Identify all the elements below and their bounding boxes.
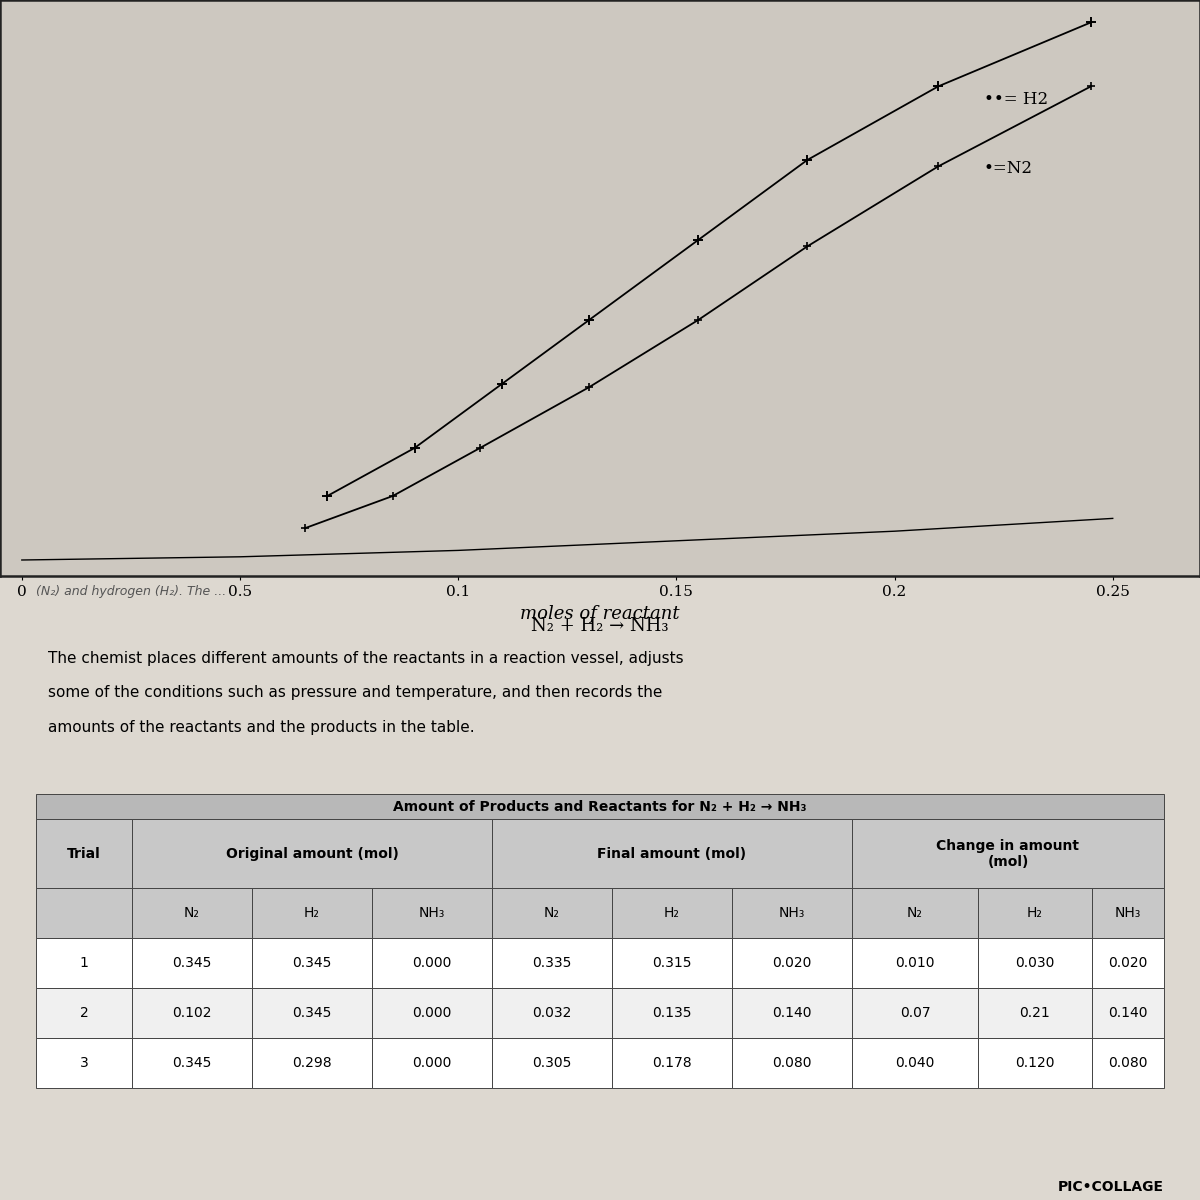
- FancyBboxPatch shape: [36, 938, 132, 988]
- FancyBboxPatch shape: [732, 938, 852, 988]
- FancyBboxPatch shape: [36, 988, 132, 1038]
- Text: 0.305: 0.305: [533, 1056, 571, 1069]
- Text: 2: 2: [79, 1006, 89, 1020]
- FancyBboxPatch shape: [612, 988, 732, 1038]
- Text: PIC•COLLAGE: PIC•COLLAGE: [1058, 1180, 1164, 1194]
- Text: 0.080: 0.080: [773, 1056, 811, 1069]
- FancyBboxPatch shape: [978, 1038, 1092, 1087]
- Text: ••= H2: ••= H2: [984, 91, 1048, 108]
- FancyBboxPatch shape: [732, 888, 852, 938]
- FancyBboxPatch shape: [1092, 888, 1164, 938]
- Text: N₂: N₂: [184, 906, 200, 920]
- Text: 3: 3: [79, 1056, 89, 1069]
- Text: 0.21: 0.21: [1020, 1006, 1050, 1020]
- Text: 0.000: 0.000: [413, 1056, 451, 1069]
- FancyBboxPatch shape: [612, 1038, 732, 1087]
- Text: 0.102: 0.102: [173, 1006, 211, 1020]
- Text: 0.120: 0.120: [1015, 1056, 1055, 1069]
- FancyBboxPatch shape: [492, 888, 612, 938]
- FancyBboxPatch shape: [372, 888, 492, 938]
- FancyBboxPatch shape: [372, 988, 492, 1038]
- FancyBboxPatch shape: [132, 820, 492, 888]
- FancyBboxPatch shape: [1092, 1038, 1164, 1087]
- FancyBboxPatch shape: [852, 988, 978, 1038]
- Text: 0.298: 0.298: [292, 1056, 332, 1069]
- Text: Trial: Trial: [67, 847, 101, 860]
- FancyBboxPatch shape: [612, 938, 732, 988]
- FancyBboxPatch shape: [36, 1038, 132, 1087]
- Text: 0.178: 0.178: [652, 1056, 692, 1069]
- FancyBboxPatch shape: [132, 888, 252, 938]
- Text: 0.345: 0.345: [173, 956, 211, 970]
- FancyBboxPatch shape: [36, 888, 132, 938]
- Text: 0.030: 0.030: [1015, 956, 1055, 970]
- FancyBboxPatch shape: [852, 820, 1164, 888]
- Text: some of the conditions such as pressure and temperature, and then records the: some of the conditions such as pressure …: [48, 685, 662, 701]
- FancyBboxPatch shape: [612, 888, 732, 938]
- Text: Original amount (mol): Original amount (mol): [226, 847, 398, 860]
- FancyBboxPatch shape: [132, 1038, 252, 1087]
- Text: H₂: H₂: [1027, 906, 1043, 920]
- Text: H₂: H₂: [664, 906, 680, 920]
- FancyBboxPatch shape: [252, 988, 372, 1038]
- Text: 0.000: 0.000: [413, 956, 451, 970]
- FancyBboxPatch shape: [1092, 988, 1164, 1038]
- Text: 0.07: 0.07: [900, 1006, 930, 1020]
- Text: 0.020: 0.020: [1109, 956, 1147, 970]
- FancyBboxPatch shape: [492, 820, 852, 888]
- Text: 0.140: 0.140: [1109, 1006, 1147, 1020]
- FancyBboxPatch shape: [252, 938, 372, 988]
- Text: N₂: N₂: [544, 906, 560, 920]
- Text: NH₃: NH₃: [1115, 906, 1141, 920]
- Text: 0.315: 0.315: [653, 956, 691, 970]
- FancyBboxPatch shape: [852, 1038, 978, 1087]
- Text: 0.335: 0.335: [533, 956, 571, 970]
- FancyBboxPatch shape: [978, 888, 1092, 938]
- Text: 1: 1: [79, 956, 89, 970]
- FancyBboxPatch shape: [132, 988, 252, 1038]
- Text: 0.345: 0.345: [173, 1056, 211, 1069]
- Text: 0.020: 0.020: [773, 956, 811, 970]
- Text: H₂: H₂: [304, 906, 320, 920]
- FancyBboxPatch shape: [852, 938, 978, 988]
- Text: 0.345: 0.345: [293, 1006, 331, 1020]
- Text: Change in amount
(mol): Change in amount (mol): [936, 839, 1080, 869]
- FancyBboxPatch shape: [732, 988, 852, 1038]
- Text: 0.010: 0.010: [895, 956, 935, 970]
- Text: Final amount (mol): Final amount (mol): [598, 847, 746, 860]
- FancyBboxPatch shape: [492, 1038, 612, 1087]
- Text: amounts of the reactants and the products in the table.: amounts of the reactants and the product…: [48, 720, 475, 734]
- Text: NH₃: NH₃: [419, 906, 445, 920]
- FancyBboxPatch shape: [978, 938, 1092, 988]
- Text: 0.140: 0.140: [773, 1006, 811, 1020]
- Text: Amount of Products and Reactants for N₂ + H₂ → NH₃: Amount of Products and Reactants for N₂ …: [394, 800, 806, 814]
- FancyBboxPatch shape: [732, 1038, 852, 1087]
- FancyBboxPatch shape: [36, 820, 132, 888]
- FancyBboxPatch shape: [372, 938, 492, 988]
- FancyBboxPatch shape: [252, 1038, 372, 1087]
- Text: 0.135: 0.135: [653, 1006, 691, 1020]
- Text: N₂ + H₂ → NH₃: N₂ + H₂ → NH₃: [532, 617, 668, 635]
- Text: •=N2: •=N2: [984, 160, 1033, 176]
- FancyBboxPatch shape: [132, 938, 252, 988]
- Text: N₂: N₂: [907, 906, 923, 920]
- X-axis label: moles of reactant: moles of reactant: [520, 605, 680, 623]
- Text: The chemist places different amounts of the reactants in a reaction vessel, adju: The chemist places different amounts of …: [48, 650, 684, 666]
- Text: 0.032: 0.032: [533, 1006, 571, 1020]
- Text: 0.040: 0.040: [895, 1056, 935, 1069]
- Text: NH₃: NH₃: [779, 906, 805, 920]
- FancyBboxPatch shape: [36, 794, 1164, 820]
- FancyBboxPatch shape: [372, 1038, 492, 1087]
- Text: 0.000: 0.000: [413, 1006, 451, 1020]
- Text: 0.080: 0.080: [1109, 1056, 1147, 1069]
- FancyBboxPatch shape: [492, 938, 612, 988]
- Text: 0.345: 0.345: [293, 956, 331, 970]
- FancyBboxPatch shape: [1092, 938, 1164, 988]
- FancyBboxPatch shape: [492, 988, 612, 1038]
- FancyBboxPatch shape: [252, 888, 372, 938]
- FancyBboxPatch shape: [978, 988, 1092, 1038]
- FancyBboxPatch shape: [852, 888, 978, 938]
- Text: (N₂) and hydrogen (H₂). The ...: (N₂) and hydrogen (H₂). The ...: [36, 586, 227, 599]
